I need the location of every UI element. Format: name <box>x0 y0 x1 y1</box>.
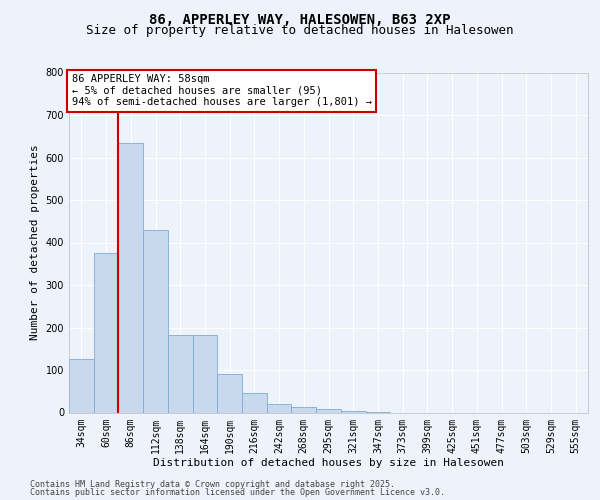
Text: Contains HM Land Registry data © Crown copyright and database right 2025.: Contains HM Land Registry data © Crown c… <box>30 480 395 489</box>
X-axis label: Distribution of detached houses by size in Halesowen: Distribution of detached houses by size … <box>153 458 504 468</box>
Text: Size of property relative to detached houses in Halesowen: Size of property relative to detached ho… <box>86 24 514 37</box>
Text: 86 APPERLEY WAY: 58sqm
← 5% of detached houses are smaller (95)
94% of semi-deta: 86 APPERLEY WAY: 58sqm ← 5% of detached … <box>71 74 371 108</box>
Bar <box>69 360 94 412</box>
Y-axis label: Number of detached properties: Number of detached properties <box>30 144 40 340</box>
Bar <box>143 230 168 412</box>
Bar <box>94 253 118 412</box>
Bar <box>341 411 365 412</box>
Bar <box>193 334 217 412</box>
Bar <box>292 408 316 412</box>
Bar <box>316 409 341 412</box>
Bar <box>267 404 292 412</box>
Text: 86, APPERLEY WAY, HALESOWEN, B63 2XP: 86, APPERLEY WAY, HALESOWEN, B63 2XP <box>149 12 451 26</box>
Bar <box>118 142 143 412</box>
Bar <box>242 394 267 412</box>
Bar <box>217 374 242 412</box>
Bar <box>168 334 193 412</box>
Text: Contains public sector information licensed under the Open Government Licence v3: Contains public sector information licen… <box>30 488 445 497</box>
